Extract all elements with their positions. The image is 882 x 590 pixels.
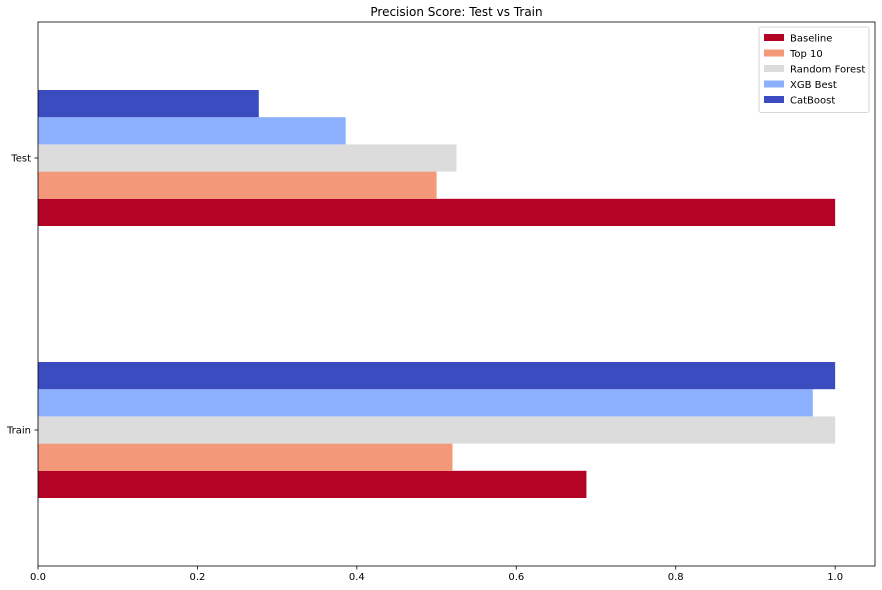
axes-layer: 0.0 0.2 0.4 0.6 0.8 1.0 Train Test [6,21,876,583]
legend-label-top-10: Top 10 [789,49,823,60]
legend-label-baseline: Baseline [790,34,832,45]
bar-test-top-10 [38,171,437,199]
legend-label-random-forest: Random Forest [790,65,865,76]
bar-test-random-forest [38,144,457,172]
legend-label-catboost: CatBoost [790,96,835,107]
chart-title: Precision Score: Test vs Train [370,5,542,19]
x-tick-label: 0.8 [668,572,684,583]
x-tick-label: 0.6 [508,572,524,583]
legend-swatch-baseline [764,34,784,41]
plot-frame [37,21,876,567]
x-tick-label: 0.0 [30,572,46,583]
x-tick-label: 1.0 [827,572,843,583]
legend: Baseline Top 10 Random Forest XGB Best CatBo… [758,26,870,113]
x-tick-label: 0.4 [349,572,365,583]
bar-train-catboost [38,362,836,390]
bar-train-top-10 [38,443,453,471]
bar-train-random-forest [38,416,836,444]
bar-train-baseline [38,470,587,498]
bar-train-xgb-best [38,389,813,417]
legend-swatch-catboost [764,96,784,103]
legend-swatch-top-10 [764,49,784,57]
y-tick-label-test: Test [10,154,31,165]
legend-swatch-random-forest [764,65,784,72]
y-tick-label-train: Train [6,426,31,437]
legend-label-xgb-best: XGB Best [790,80,837,91]
bar-test-catboost [38,90,259,118]
bar-test-baseline [38,198,836,226]
legend-box [758,26,870,113]
x-tick-label: 0.2 [189,572,205,583]
legend-swatch-xgb-best [764,80,784,88]
bar-test-xgb-best [38,117,346,145]
bars-layer [38,90,836,498]
